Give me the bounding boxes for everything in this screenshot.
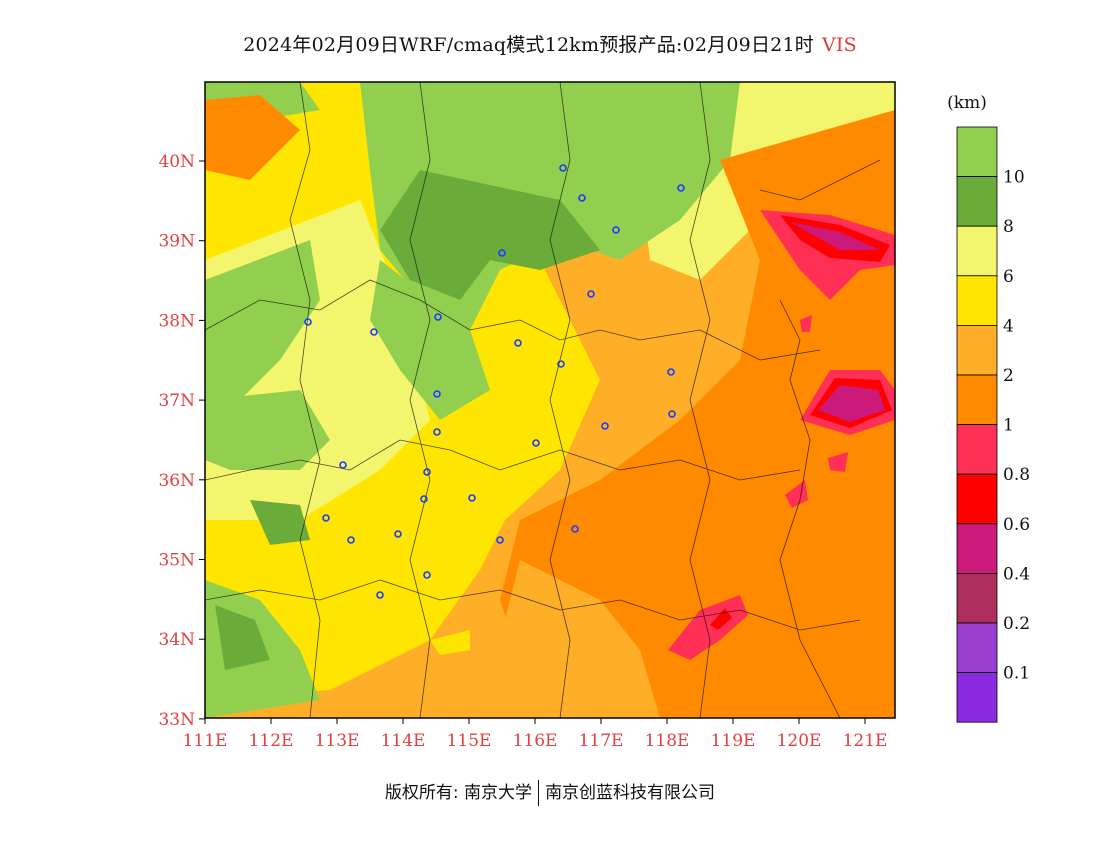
title-main: 2024年02月09日WRF/cmaq模式12km预报产品:02月09日21时 xyxy=(243,34,814,56)
lon-tick-label: 111E xyxy=(183,731,228,751)
lon-tick-label: 119E xyxy=(711,731,756,751)
lon-tick-label: 117E xyxy=(579,731,624,751)
legend-swatch xyxy=(956,324,998,376)
lat-tick-label: 35N xyxy=(158,551,195,571)
legend-swatch xyxy=(956,523,998,574)
legend-label: 0.4 xyxy=(1003,564,1030,584)
footer-right-text: 南京创蓝科技有限公司 xyxy=(545,783,716,803)
color-legend: 10 8 6 4 2 1 0.8 0.6 0.4 0.2 0.1 xyxy=(956,126,1030,723)
legend-label: 2 xyxy=(1003,366,1014,386)
legend-swatch xyxy=(956,424,998,475)
legend-label: 0.6 xyxy=(1003,515,1030,535)
lat-tick-label: 34N xyxy=(158,630,195,650)
footer-separator xyxy=(538,780,540,806)
lon-tick-label: 118E xyxy=(645,731,690,751)
legend-label: 6 xyxy=(1003,267,1014,287)
lon-tick-label: 112E xyxy=(249,731,294,751)
lat-tick-label: 33N xyxy=(158,710,195,730)
legend-label: 0.2 xyxy=(1003,614,1030,634)
legend-swatch xyxy=(956,275,998,326)
lat-tick-label: 38N xyxy=(158,311,195,331)
legend-label: 0.8 xyxy=(1003,465,1030,485)
lat-tick-label: 37N xyxy=(158,391,195,411)
footer-left-text: 版权所有: 南京大学 xyxy=(384,783,533,803)
map-title: 2024年02月09日WRF/cmaq模式12km预报产品:02月09日21时 V… xyxy=(0,30,1100,57)
legend-label: 4 xyxy=(1003,316,1014,336)
legend-label: 1 xyxy=(1003,416,1014,436)
legend-swatch xyxy=(956,225,998,277)
legend-swatch xyxy=(956,672,998,723)
lon-tick-label: 116E xyxy=(513,731,558,751)
longitude-axis: 111E 112E 113E 114E 115E 116E 117E 118E 119E 120E… xyxy=(183,718,888,751)
legend-swatch xyxy=(956,126,998,177)
lat-tick-label: 40N xyxy=(158,152,195,172)
latitude-axis: 40N 39N 38N 37N 36N 35N 34N 33N xyxy=(158,152,205,730)
title-variable: VIS xyxy=(821,34,857,56)
legend-swatch xyxy=(956,473,998,525)
lon-tick-label: 114E xyxy=(381,731,426,751)
lon-tick-label: 115E xyxy=(447,731,492,751)
legend-label: 8 xyxy=(1003,217,1014,237)
lat-tick-label: 36N xyxy=(158,471,195,491)
copyright-footer: 版权所有: 南京大学 南京创蓝科技有限公司 xyxy=(0,778,1100,806)
legend-swatch xyxy=(956,374,998,425)
legend-unit: (km) xyxy=(947,93,987,113)
legend-label: 10 xyxy=(1003,168,1025,188)
legend-label: 0.1 xyxy=(1003,664,1030,684)
legend-swatch xyxy=(956,622,998,673)
lon-tick-label: 120E xyxy=(777,731,822,751)
legend-swatch xyxy=(956,176,998,227)
lon-tick-label: 113E xyxy=(315,731,360,751)
lon-tick-label: 121E xyxy=(843,731,888,751)
lat-tick-label: 39N xyxy=(158,232,195,252)
visibility-field xyxy=(205,82,895,718)
legend-swatch xyxy=(956,573,998,624)
